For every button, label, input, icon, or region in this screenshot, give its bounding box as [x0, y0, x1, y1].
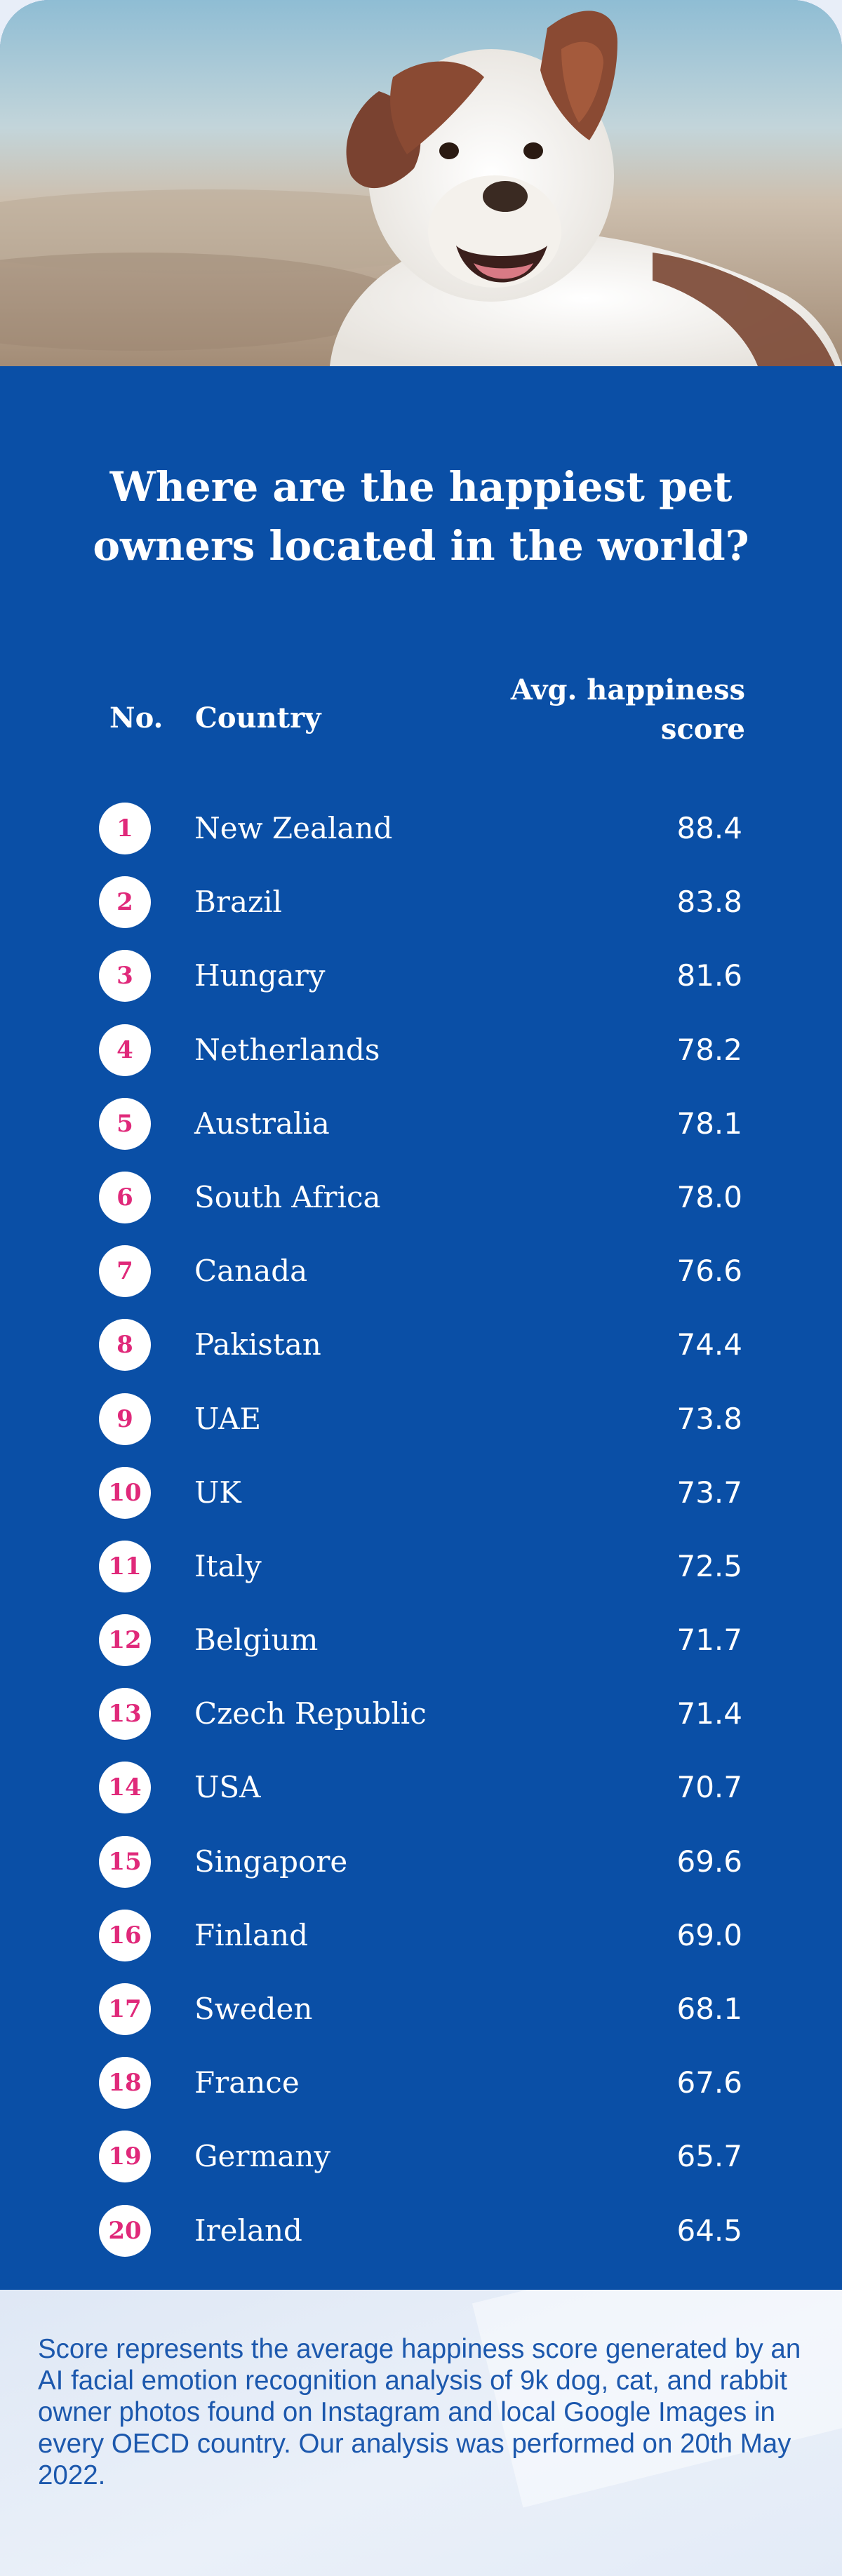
- column-header-score: Avg. happiness score: [511, 671, 745, 749]
- rank-badge: 18: [99, 2057, 151, 2109]
- country-name: Australia: [194, 1106, 330, 1141]
- happiness-score: 78.2: [676, 1032, 742, 1067]
- table-row: 2 Brazil 83.8: [0, 866, 842, 940]
- happiness-score: 72.5: [676, 1548, 742, 1583]
- rank-badge: 11: [99, 1540, 151, 1592]
- happiness-score: 65.7: [676, 2139, 742, 2174]
- table-row: 9 UAE 73.8: [0, 1383, 842, 1457]
- happiness-score: 73.7: [676, 1475, 742, 1510]
- country-name: South Africa: [194, 1179, 381, 1214]
- table-row: 1 New Zealand 88.4: [0, 793, 842, 866]
- footnote-panel: Score represents the average happiness s…: [0, 2290, 842, 2576]
- country-name: Italy: [194, 1548, 262, 1583]
- rank-badge: 1: [99, 803, 151, 854]
- happiness-score: 78.1: [676, 1106, 742, 1141]
- happiness-score: 88.4: [676, 811, 742, 845]
- table-row: 18 France 67.6: [0, 2047, 842, 2121]
- table-row: 4 Netherlands 78.2: [0, 1014, 842, 1088]
- table-row: 12 Belgium 71.7: [0, 1604, 842, 1678]
- country-name: Singapore: [194, 1844, 348, 1879]
- country-name: Germany: [194, 2139, 331, 2174]
- rank-badge: 3: [99, 950, 151, 1002]
- rank-badge: 16: [99, 1909, 151, 1961]
- rank-badge: 9: [99, 1393, 151, 1445]
- country-name: Canada: [194, 1254, 308, 1289]
- happiness-score: 71.7: [676, 1623, 742, 1658]
- table-row: 20 Ireland 64.5: [0, 2195, 842, 2269]
- rank-badge: 2: [99, 876, 151, 929]
- title-line-1: Where are the happiest pet: [109, 463, 733, 511]
- happiness-score: 76.6: [676, 1254, 742, 1289]
- country-name: Brazil: [194, 885, 282, 920]
- score-header-line-2: score: [660, 713, 745, 746]
- ranking-panel: Where are the happiest pet owners locate…: [0, 366, 842, 2290]
- happiness-score: 83.8: [676, 885, 742, 920]
- table-row: 8 Pakistan 74.4: [0, 1309, 842, 1383]
- rank-badge: 7: [99, 1245, 151, 1298]
- country-name: Pakistan: [194, 1327, 321, 1362]
- footnote-text: Score represents the average happiness s…: [38, 2334, 801, 2490]
- dog-photo: [0, 0, 842, 366]
- rank-badge: 15: [99, 1835, 151, 1888]
- happiness-score: 81.6: [676, 958, 742, 993]
- happiness-score: 69.0: [676, 1917, 742, 1952]
- country-name: New Zealand: [194, 811, 393, 845]
- table-row: 7 Canada 76.6: [0, 1235, 842, 1309]
- happiness-score: 68.1: [676, 1992, 742, 2026]
- happiness-score: 71.4: [676, 1696, 742, 1731]
- country-name: France: [194, 2065, 300, 2100]
- country-name: Hungary: [194, 958, 326, 993]
- table-row: 16 Finland 69.0: [0, 1900, 842, 1973]
- score-header-line-1: Avg. happiness: [510, 673, 745, 706]
- rank-badge: 8: [99, 1319, 151, 1371]
- rank-badge: 20: [99, 2204, 151, 2257]
- table-row: 15 Singapore 69.6: [0, 1826, 842, 1900]
- table-row: 10 UK 73.7: [0, 1457, 842, 1531]
- table-row: 5 Australia 78.1: [0, 1088, 842, 1162]
- table-row: 19 Germany 65.7: [0, 2121, 842, 2194]
- happiness-score: 69.6: [676, 1844, 742, 1879]
- table-row: 3 Hungary 81.6: [0, 940, 842, 1014]
- happiness-score: 73.8: [676, 1401, 742, 1436]
- rank-badge: 12: [99, 1614, 151, 1667]
- country-name: UAE: [194, 1401, 262, 1436]
- happiness-score: 64.5: [676, 2213, 742, 2248]
- table-row: 11 Italy 72.5: [0, 1531, 842, 1604]
- rank-badge: 10: [99, 1466, 151, 1519]
- country-name: UK: [194, 1475, 241, 1510]
- country-name: Belgium: [194, 1623, 319, 1658]
- happiness-score: 78.0: [676, 1179, 742, 1214]
- ranking-list: 1 New Zealand 88.4 2 Brazil 83.8 3 Hungary 81.6 4…: [0, 793, 842, 2269]
- country-name: Netherlands: [194, 1032, 380, 1067]
- country-name: Czech Republic: [194, 1696, 427, 1731]
- rank-badge: 5: [99, 1097, 151, 1150]
- rank-badge: 17: [99, 1983, 151, 2035]
- table-row: 14 USA 70.7: [0, 1752, 842, 1825]
- country-name: Sweden: [194, 1992, 313, 2026]
- column-header-country: Country: [195, 702, 321, 734]
- rank-badge: 19: [99, 2131, 151, 2183]
- country-name: USA: [194, 1770, 261, 1805]
- rank-badge: 4: [99, 1024, 151, 1076]
- country-name: Finland: [194, 1917, 309, 1952]
- column-header-no: No.: [109, 702, 163, 734]
- rank-badge: 6: [99, 1171, 151, 1223]
- happiness-score: 74.4: [676, 1327, 742, 1362]
- rank-badge: 14: [99, 1762, 151, 1814]
- table-row: 6 South Africa 78.0: [0, 1162, 842, 1235]
- rank-badge: 13: [99, 1688, 151, 1740]
- country-name: Ireland: [194, 2213, 302, 2248]
- table-row: 13 Czech Republic 71.4: [0, 1678, 842, 1752]
- title-line-2: owners located in the world?: [93, 522, 749, 570]
- happiness-score: 70.7: [676, 1770, 742, 1805]
- happiness-score: 67.6: [676, 2065, 742, 2100]
- page-title: Where are the happiest pet owners locate…: [0, 457, 842, 575]
- table-row: 17 Sweden 68.1: [0, 1973, 842, 2047]
- dog-illustration: [0, 0, 842, 366]
